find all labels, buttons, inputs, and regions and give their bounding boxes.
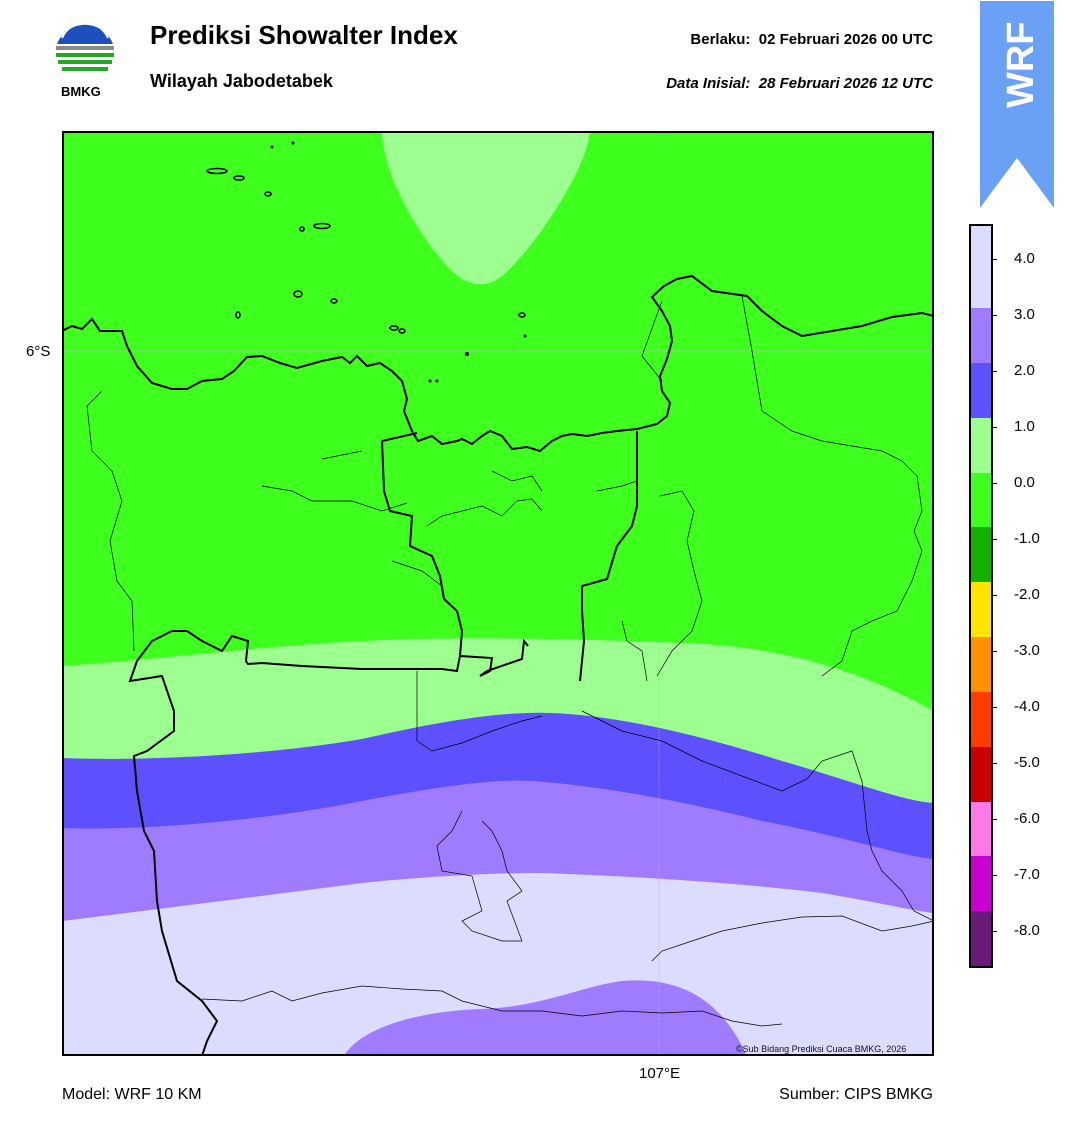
model-label: Model: WRF 10 KM	[62, 1086, 202, 1103]
colorbar-segment	[971, 856, 991, 912]
wrf-badge	[980, 1, 1054, 208]
colorbar-tick	[991, 707, 997, 708]
colorbar-segment	[971, 308, 991, 364]
colorbar-segment	[971, 911, 991, 966]
colorbar-tick	[991, 427, 997, 428]
colorbar-tick	[991, 763, 997, 764]
colorbar-segment	[971, 417, 991, 473]
blob-purple-south	[344, 980, 747, 1056]
colorbar-tick	[991, 259, 997, 260]
island	[299, 226, 305, 232]
logo-label: BMKG	[61, 84, 101, 99]
colorbar-segments	[971, 226, 991, 966]
colorbar-tick-label: -4.0	[1014, 698, 1040, 715]
colorbar-segment	[971, 582, 991, 638]
colorbar-tick	[991, 371, 997, 372]
regency-boundaries	[86, 295, 934, 1027]
island	[389, 325, 399, 331]
colorbar-segment	[971, 253, 991, 309]
colorbar-segment	[971, 363, 991, 418]
island	[264, 191, 272, 197]
island	[428, 379, 432, 383]
island	[313, 222, 331, 230]
colorbar-tick-label: 2.0	[1014, 362, 1035, 379]
island	[206, 167, 228, 175]
colorbar-tick-label: 0.0	[1014, 474, 1035, 491]
colorbar-tick-label: 4.0	[1014, 250, 1035, 267]
bmkg-logo	[54, 21, 116, 84]
island	[293, 290, 303, 298]
island	[435, 379, 439, 383]
colorbar-segment	[971, 527, 991, 583]
map-title: Prediksi Showalter Index	[150, 20, 458, 50]
colorbar-tick-label: -2.0	[1014, 586, 1040, 603]
wrf-badge-shape	[980, 1, 1054, 208]
island	[235, 311, 241, 319]
colorbar-tick	[991, 315, 997, 316]
colorbar-tick-label: 3.0	[1014, 306, 1035, 323]
island	[233, 175, 245, 181]
showalter-map	[62, 131, 934, 1056]
island	[291, 141, 295, 145]
colorbar-tick-label: -3.0	[1014, 642, 1040, 659]
source-label: Sumber: CIPS BMKG	[779, 1086, 933, 1103]
colorbar-segment	[971, 472, 991, 528]
colorbar-tick	[991, 539, 997, 540]
colorbar-tick-label: -6.0	[1014, 810, 1040, 827]
colorbar-segment	[971, 746, 991, 802]
island	[398, 328, 406, 334]
map-subtitle: Wilayah Jabodetabek	[150, 71, 333, 91]
island	[523, 334, 527, 338]
colorbar-tick	[991, 651, 997, 652]
colorbar-segment	[971, 801, 991, 857]
colorbar-tick	[991, 819, 997, 820]
colorbar-tick	[991, 931, 997, 932]
colorbar	[969, 224, 993, 968]
colorbar-tick	[991, 483, 997, 484]
map-frame	[62, 131, 934, 1056]
colorbar-tick-label: -8.0	[1014, 922, 1040, 939]
island	[270, 145, 274, 149]
init-time: Data Inisial: 28 Februari 2026 12 UTC	[666, 75, 933, 92]
colorbar-segment	[971, 691, 991, 747]
blob-lightgreen-north	[382, 131, 590, 285]
valid-time: Berlaku: 02 Februari 2026 00 UTC	[690, 31, 933, 48]
province-boundary	[128, 432, 464, 1056]
colorbar-segment	[971, 637, 991, 692]
island	[330, 298, 338, 304]
colorbar-segment-cap	[971, 226, 991, 254]
coastline	[62, 274, 934, 453]
province-boundary-east	[579, 431, 638, 682]
colorbar-tick-label: -7.0	[1014, 866, 1040, 883]
colorbar-tick	[991, 875, 997, 876]
island	[465, 352, 469, 356]
colorbar-tick-label: 1.0	[1014, 418, 1035, 435]
wrf-badge-label: WRF	[1000, 21, 1042, 109]
province-boundary-south	[459, 638, 529, 677]
island	[518, 312, 526, 318]
colorbar-tick	[991, 595, 997, 596]
colorbar-tick-label: -5.0	[1014, 754, 1040, 771]
bmkg-logo-icon	[55, 21, 115, 83]
lat-label: 6°S	[26, 343, 51, 360]
colorbar-tick-label: -1.0	[1014, 530, 1040, 547]
map-credit: ©Sub Bidang Prediksi Cuaca BMKG, 2026	[736, 1044, 907, 1054]
lon-label: 107°E	[639, 1065, 681, 1082]
